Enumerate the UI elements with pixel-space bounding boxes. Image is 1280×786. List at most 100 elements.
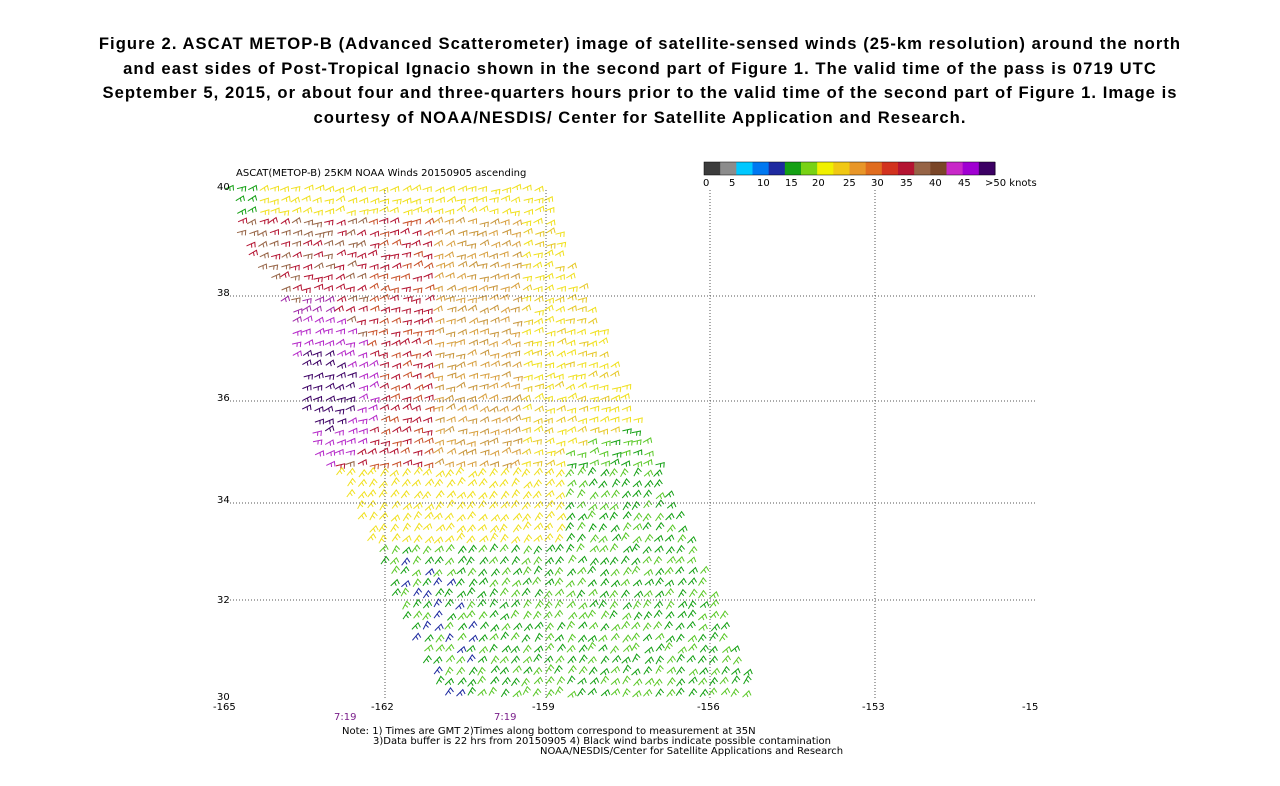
wind-barb [422, 468, 432, 476]
wind-barb [347, 251, 357, 258]
wind-barb [325, 382, 335, 390]
wind-barb [543, 260, 554, 268]
wind-barb [588, 317, 598, 325]
wind-barb [700, 565, 710, 574]
wind-barb [280, 295, 291, 303]
wind-barb [565, 383, 576, 391]
wind-barb [730, 645, 741, 653]
wind-barb [599, 544, 609, 553]
wind-barb [468, 620, 478, 629]
wind-barb [556, 405, 566, 412]
wind-barb [655, 577, 664, 586]
wind-barb [567, 374, 578, 380]
wind-barb [644, 646, 654, 654]
wind-barb [512, 512, 523, 521]
wind-barb [379, 198, 390, 205]
wind-barb [489, 501, 499, 510]
wind-barb [566, 590, 576, 598]
wind-barb [413, 362, 423, 369]
wind-barb [422, 522, 433, 530]
wind-barb [368, 318, 379, 324]
wind-barb [533, 467, 543, 476]
wind-barb [534, 197, 544, 204]
wind-barb [291, 216, 302, 224]
wind-barb [402, 319, 412, 326]
lat-label-32: 32 [217, 595, 230, 606]
wind-barb [433, 375, 444, 382]
legend-label-5: 5 [729, 178, 735, 189]
wind-barb [532, 610, 542, 620]
wind-barb [521, 263, 532, 269]
wind-barb [698, 577, 707, 586]
wind-barb [665, 546, 675, 555]
wind-barb [510, 655, 521, 664]
wind-barb [367, 339, 377, 347]
legend-label-45: 45 [958, 178, 971, 189]
wind-barb [313, 239, 323, 247]
wind-barb [380, 440, 391, 447]
wind-barb [698, 623, 708, 631]
wind-barb [543, 522, 554, 531]
wind-barb [655, 512, 664, 522]
wind-barb [378, 352, 388, 359]
wind-barb [456, 501, 466, 510]
wind-barb [400, 227, 410, 235]
wind-barb [336, 249, 347, 257]
legend-swatch [817, 162, 834, 175]
wind-barb [467, 349, 477, 356]
wind-barb [434, 384, 444, 391]
wind-barb [512, 296, 523, 303]
wind-barb [457, 632, 467, 641]
wind-barb [511, 231, 521, 238]
wind-barb [434, 623, 444, 631]
wind-barb [556, 416, 566, 424]
wind-barb [370, 439, 380, 446]
wind-barb [567, 437, 578, 444]
wind-barb [587, 634, 598, 642]
wind-barb [510, 645, 520, 654]
wind-barb [402, 467, 411, 477]
wind-barb [413, 318, 424, 325]
wind-barb [489, 208, 499, 214]
wind-barb [302, 349, 313, 357]
wind-barb [315, 184, 325, 191]
wind-barb [578, 611, 588, 620]
wind-barb [623, 566, 632, 576]
wind-barb [533, 479, 542, 488]
wind-barb [347, 217, 357, 225]
wind-barb [424, 644, 434, 652]
wind-barb [643, 599, 652, 609]
lat-label-30: 30 [217, 692, 230, 703]
wind-barb [456, 590, 467, 598]
wind-barb [445, 643, 455, 652]
wind-barb [500, 533, 509, 543]
wind-barb [447, 372, 457, 379]
wind-barb [378, 523, 388, 532]
wind-barb [655, 491, 666, 500]
wind-barb [631, 668, 641, 676]
wind-barb [644, 578, 655, 586]
wind-barb [478, 318, 488, 325]
wind-barb [566, 600, 576, 609]
wind-barb [444, 598, 454, 608]
wind-barb [445, 666, 454, 676]
figure-caption: Figure 2. ASCAT METOP-B (Advanced Scatte… [98, 34, 1182, 127]
wind-barb [535, 274, 545, 281]
wind-speed-legend: 0 5 10 15 20 25 30 35 40 45 >50 knots [703, 161, 1037, 189]
lon-label-162: -162 [371, 702, 394, 713]
wind-barb [389, 416, 399, 423]
wind-barb [413, 610, 423, 619]
wind-barb [468, 578, 478, 587]
lon-label-15: -15 [1022, 702, 1038, 713]
wind-barb [708, 687, 718, 696]
wind-barb [281, 229, 291, 236]
wind-barb [445, 295, 455, 302]
wind-barb [621, 490, 632, 499]
wind-barb [565, 450, 576, 457]
wind-barb [369, 511, 378, 521]
wind-barb [334, 408, 345, 415]
wind-barb [246, 218, 257, 226]
wind-barb [337, 418, 347, 425]
wind-barb [248, 184, 258, 192]
wind-barb [478, 499, 487, 509]
